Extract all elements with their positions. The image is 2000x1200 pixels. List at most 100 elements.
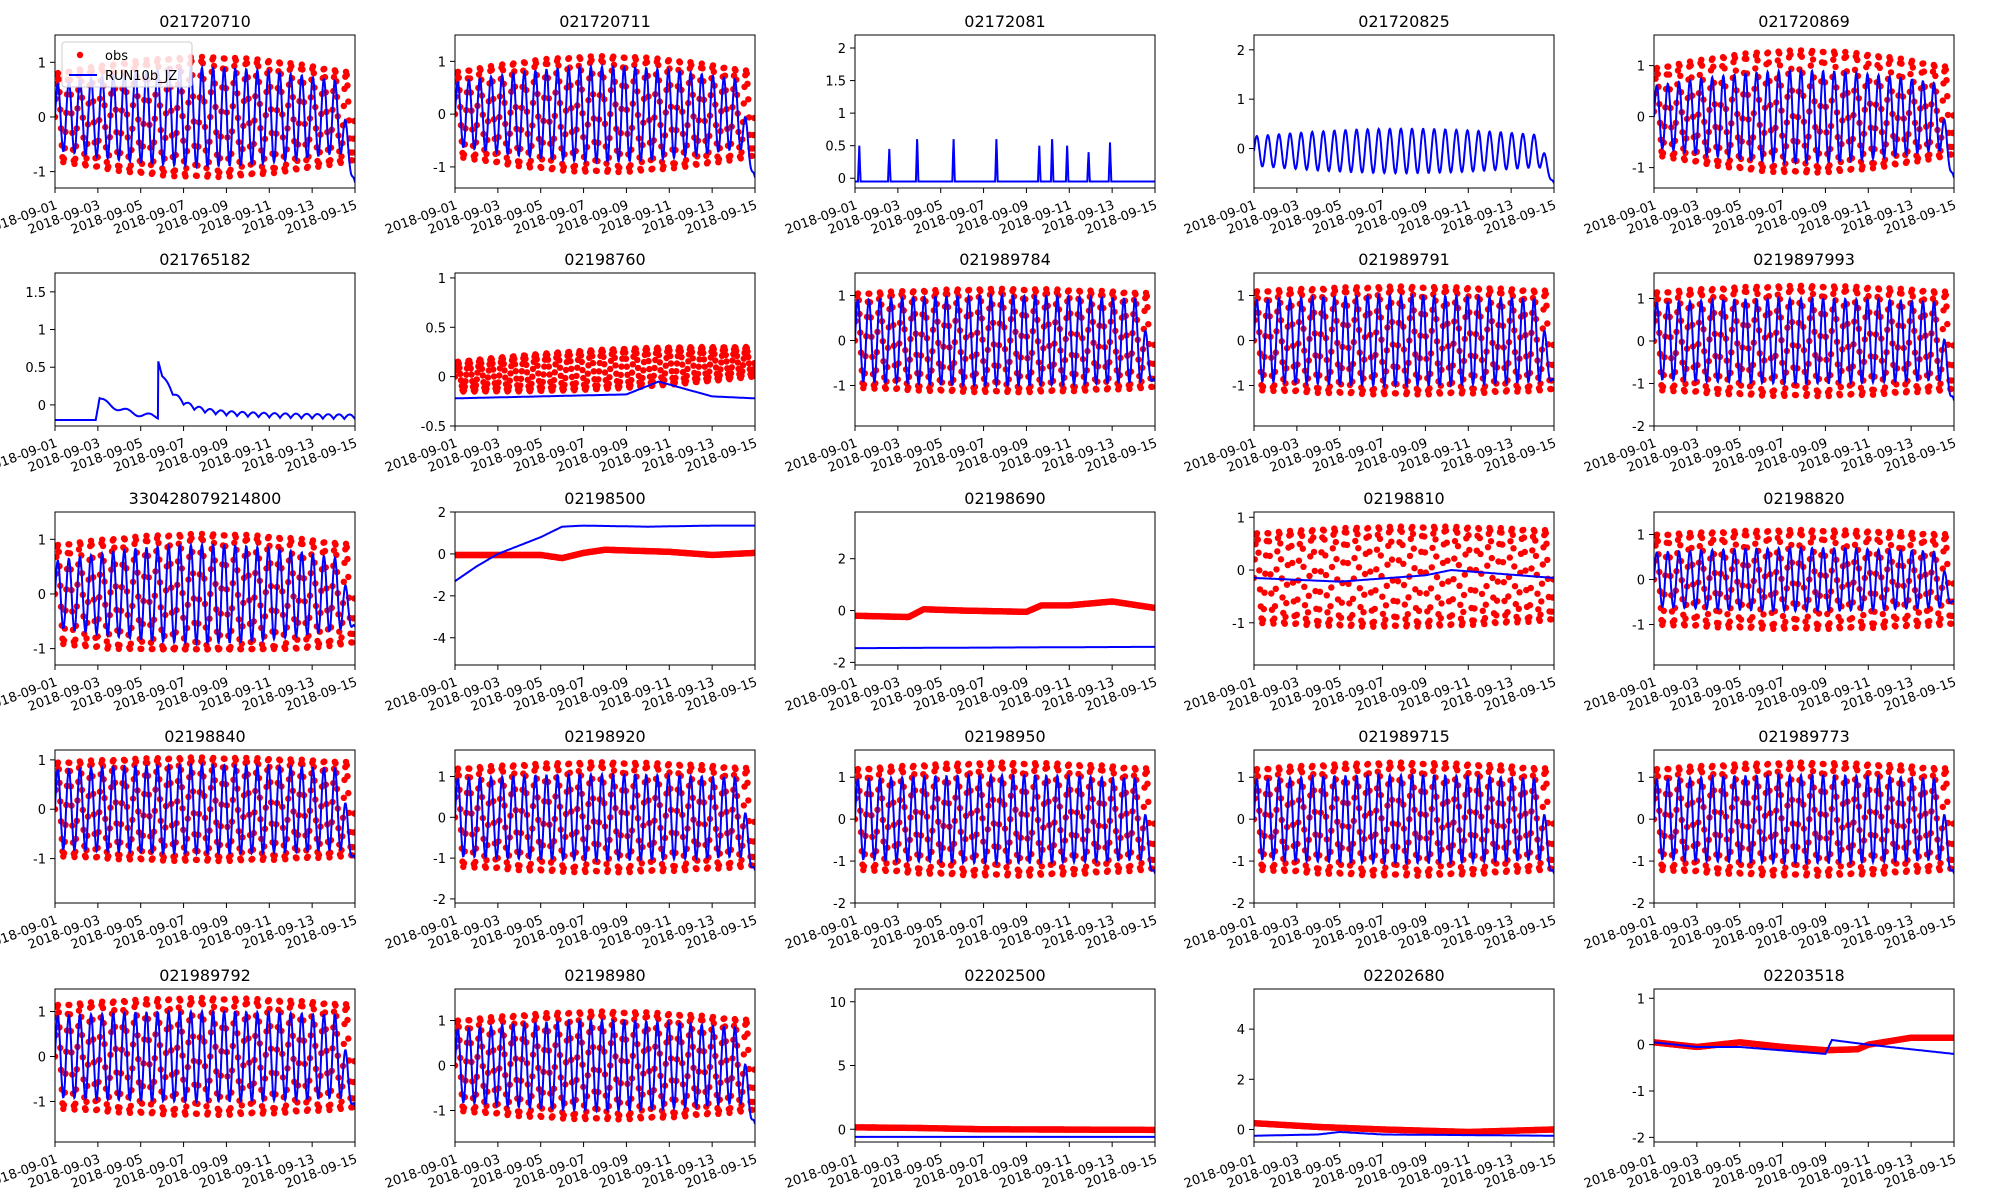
obs-point [1298, 532, 1306, 539]
model-line [855, 645, 1155, 650]
obs-point [1397, 523, 1405, 530]
obs-point [474, 369, 481, 376]
obs-point [1881, 384, 1889, 391]
obs-point [55, 69, 62, 77]
obs-point [343, 544, 350, 551]
obs-point [226, 173, 233, 180]
obs-point [1809, 283, 1816, 290]
y-tick-label: 1.5 [825, 75, 846, 90]
obs-point [732, 67, 739, 74]
obs-point [1674, 294, 1682, 301]
obs-point [751, 114, 755, 122]
obs-point [1549, 361, 1554, 369]
obs-point [738, 149, 745, 156]
obs-point [1287, 290, 1295, 297]
obs-point [1759, 164, 1767, 171]
obs-point [1776, 284, 1783, 292]
obs-point [1037, 388, 1045, 395]
obs-point [1492, 619, 1499, 627]
obs-point [1787, 51, 1794, 58]
obs-point [1276, 530, 1283, 537]
axes-frame [1253, 272, 1555, 427]
obs-point [1370, 391, 1377, 398]
obs-point [529, 365, 537, 373]
obs-point [462, 378, 469, 385]
obs-point [1677, 542, 1684, 549]
y-tick-label: 0 [838, 172, 846, 187]
obs-series [455, 343, 755, 395]
obs-point [588, 57, 595, 64]
obs-point [727, 152, 734, 159]
obs-point [1920, 60, 1927, 67]
obs-point [1482, 601, 1490, 608]
obs-point [461, 383, 468, 390]
obs-point [1281, 387, 1289, 395]
obs-point [1509, 531, 1517, 539]
obs-point [466, 67, 473, 74]
obs-point [478, 360, 485, 367]
model-line [1654, 67, 1954, 179]
obs-point [1145, 321, 1152, 328]
obs-point [546, 371, 553, 378]
obs-point [1881, 163, 1888, 170]
y-tick-label: 0.5 [825, 140, 846, 155]
obs-point [712, 357, 719, 364]
obs-point [1359, 620, 1367, 627]
subplot-title: 02198760 [564, 250, 645, 269]
obs-point [716, 372, 723, 379]
obs-point [1497, 285, 1505, 292]
obs-point [871, 385, 878, 392]
obs-point [1415, 619, 1422, 627]
obs-point [1304, 609, 1312, 616]
obs-point [1516, 589, 1523, 596]
obs-point [1259, 616, 1267, 624]
obs-point [544, 351, 551, 359]
obs-point [99, 542, 107, 550]
y-tick-label: 1 [1237, 290, 1245, 305]
obs-point [1420, 524, 1427, 531]
obs-point [1659, 150, 1667, 157]
y-tick-label: -1 [833, 380, 846, 395]
obs-point [1381, 390, 1388, 398]
obs-point [593, 167, 600, 175]
obs-point [676, 59, 684, 66]
obs-point [216, 645, 223, 652]
obs-point [583, 160, 590, 167]
obs-point [1926, 383, 1933, 390]
obs-point [1260, 605, 1268, 613]
obs-point [532, 60, 540, 67]
obs-point [127, 162, 134, 169]
obs-point [561, 381, 568, 389]
obs-point [1342, 284, 1349, 291]
obs-point [1337, 622, 1344, 629]
obs-point [1670, 155, 1677, 162]
obs-point [855, 290, 862, 297]
y-tick-label: 1 [438, 272, 446, 287]
obs-point [905, 384, 912, 391]
y-tick-label: 2 [838, 42, 846, 57]
obs-point [577, 55, 584, 63]
plot-area [1254, 523, 1554, 630]
obs-point [745, 360, 753, 367]
obs-point [1388, 538, 1395, 545]
obs-point [745, 353, 752, 361]
obs-point [1442, 527, 1450, 534]
subplot-02198810: 02198810-1012018-09-012018-09-032018-09-… [1182, 489, 1558, 715]
obs-point [1343, 289, 1350, 296]
obs-point [1394, 598, 1401, 605]
obs-point [1353, 284, 1361, 291]
model-line [1254, 568, 1554, 583]
obs-point [544, 60, 551, 68]
obs-point [210, 531, 217, 538]
obs-point [1366, 548, 1373, 555]
obs-point [304, 643, 311, 650]
obs-point [1897, 55, 1905, 62]
obs-point [1931, 63, 1938, 70]
obs-point [1316, 588, 1324, 595]
obs-point [594, 382, 601, 389]
obs-point [1792, 168, 1800, 175]
obs-point [673, 360, 681, 367]
obs-point [1076, 288, 1084, 295]
obs-point [132, 536, 140, 544]
subplot-021720710: 021720710-1012018-09-012018-09-032018-09… [0, 12, 359, 238]
